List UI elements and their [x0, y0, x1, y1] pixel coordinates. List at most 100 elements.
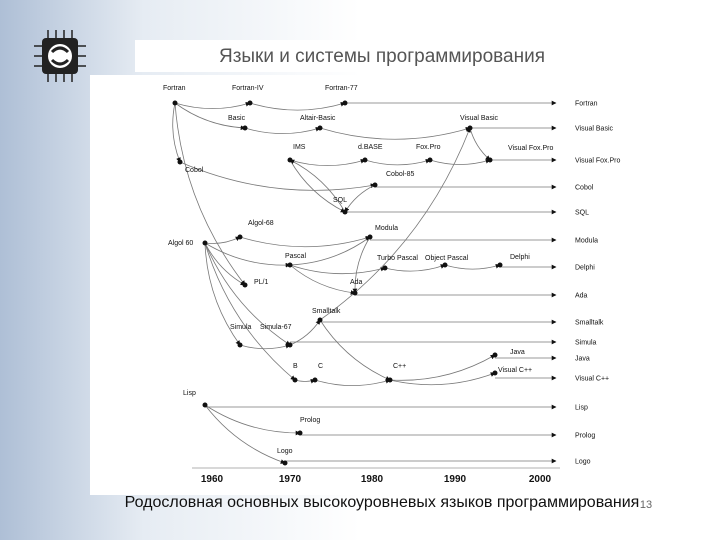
node-dot — [352, 290, 358, 296]
node-dot — [237, 234, 243, 240]
node-label: Ada — [350, 279, 363, 286]
node-label: C++ — [393, 363, 406, 370]
node-label: Lisp — [183, 390, 196, 397]
chip-icon — [34, 30, 86, 82]
edge — [344, 184, 376, 213]
node-label: Simula — [230, 324, 252, 331]
node-label: Visual C++ — [498, 367, 532, 374]
node-dot — [292, 377, 298, 383]
edge — [352, 236, 371, 294]
edge — [389, 372, 496, 386]
edge — [384, 264, 446, 272]
edge — [319, 127, 471, 321]
edge — [429, 158, 491, 165]
year-label: 1990 — [444, 474, 467, 485]
node-dot — [387, 377, 393, 383]
edge — [204, 404, 286, 464]
node-dot — [492, 352, 498, 358]
node-label: C — [318, 363, 323, 370]
node-label: d.BASE — [358, 144, 383, 151]
node-label: Cobol — [185, 167, 204, 174]
node-label: SQL — [333, 197, 347, 204]
node-label: IMS — [293, 144, 306, 151]
node-label: Algol-68 — [248, 220, 274, 227]
node-label: Modula — [375, 225, 398, 232]
edge — [174, 102, 246, 286]
title-box — [135, 40, 630, 72]
node-dot — [427, 157, 433, 163]
node-dot — [177, 159, 183, 165]
edge — [289, 264, 386, 275]
right-label: Ada — [575, 293, 588, 300]
edge — [249, 101, 346, 111]
right-label: Lisp — [575, 405, 588, 412]
node-label: Turbo Pascal — [377, 255, 418, 262]
right-label: Fortran — [575, 101, 598, 108]
node-label: Fortran — [163, 85, 186, 92]
node-label: Visual Fox.Pro — [508, 145, 553, 152]
node-dot — [342, 209, 348, 215]
edge — [289, 159, 346, 213]
right-label: Cobol — [575, 185, 594, 192]
right-label: Logo — [575, 459, 591, 466]
caption: Родословная основных высокоуровневых язы… — [125, 494, 640, 511]
edge — [289, 264, 356, 295]
node-dot — [247, 100, 253, 106]
right-label: Visual Fox.Pro — [575, 158, 620, 165]
node-dot — [487, 157, 493, 163]
node-dot — [202, 402, 208, 408]
node-dot — [242, 282, 248, 288]
node-dot — [492, 370, 498, 376]
node-dot — [282, 460, 288, 466]
node-label: Prolog — [300, 417, 320, 424]
edge — [204, 404, 301, 436]
node-dot — [287, 262, 293, 268]
right-label: Visual Basic — [575, 126, 614, 133]
node-dot — [442, 262, 448, 268]
edge — [289, 158, 366, 166]
right-label: Delphi — [575, 265, 595, 272]
node-dot — [382, 265, 388, 271]
edge — [204, 242, 291, 268]
right-label: Java — [575, 356, 590, 363]
right-label: Smalltalk — [575, 320, 604, 327]
right-label: Prolog — [575, 433, 595, 440]
node-label: Smalltalk — [312, 308, 341, 315]
edge — [239, 343, 291, 350]
page-number: 13 — [640, 499, 652, 511]
node-dot — [312, 377, 318, 383]
node-label: PL/1 — [254, 279, 269, 286]
year-label: 2000 — [529, 474, 552, 485]
node-dot — [237, 342, 243, 348]
node-label: Algol 60 — [168, 240, 193, 247]
edge — [174, 101, 251, 109]
node-label: Logo — [277, 448, 293, 455]
title: Языки и системы программирования — [219, 46, 545, 67]
edge — [319, 126, 471, 140]
node-label: Fortran-77 — [325, 85, 358, 92]
node-dot — [467, 125, 473, 131]
node-label: Cobol-85 — [386, 171, 415, 178]
node-dot — [287, 342, 293, 348]
node-dot — [242, 125, 248, 131]
edge — [239, 235, 371, 248]
edge — [444, 263, 501, 270]
edge — [364, 158, 431, 166]
edge — [289, 319, 321, 346]
node-dot — [317, 125, 323, 131]
edge — [204, 242, 291, 346]
right-label: Simula — [575, 340, 597, 347]
node-label: Basic — [228, 115, 246, 122]
node-dot — [172, 100, 178, 106]
edge — [204, 242, 296, 381]
right-label: SQL — [575, 210, 589, 217]
node-label: Fox.Pro — [416, 144, 441, 151]
node-dot — [342, 100, 348, 106]
node-label: Simula-67 — [260, 324, 292, 331]
edge — [174, 102, 246, 131]
node-label: Fortran-IV — [232, 85, 264, 92]
node-label: Delphi — [510, 254, 530, 261]
node-dot — [287, 157, 293, 163]
right-label: Visual C++ — [575, 376, 609, 383]
